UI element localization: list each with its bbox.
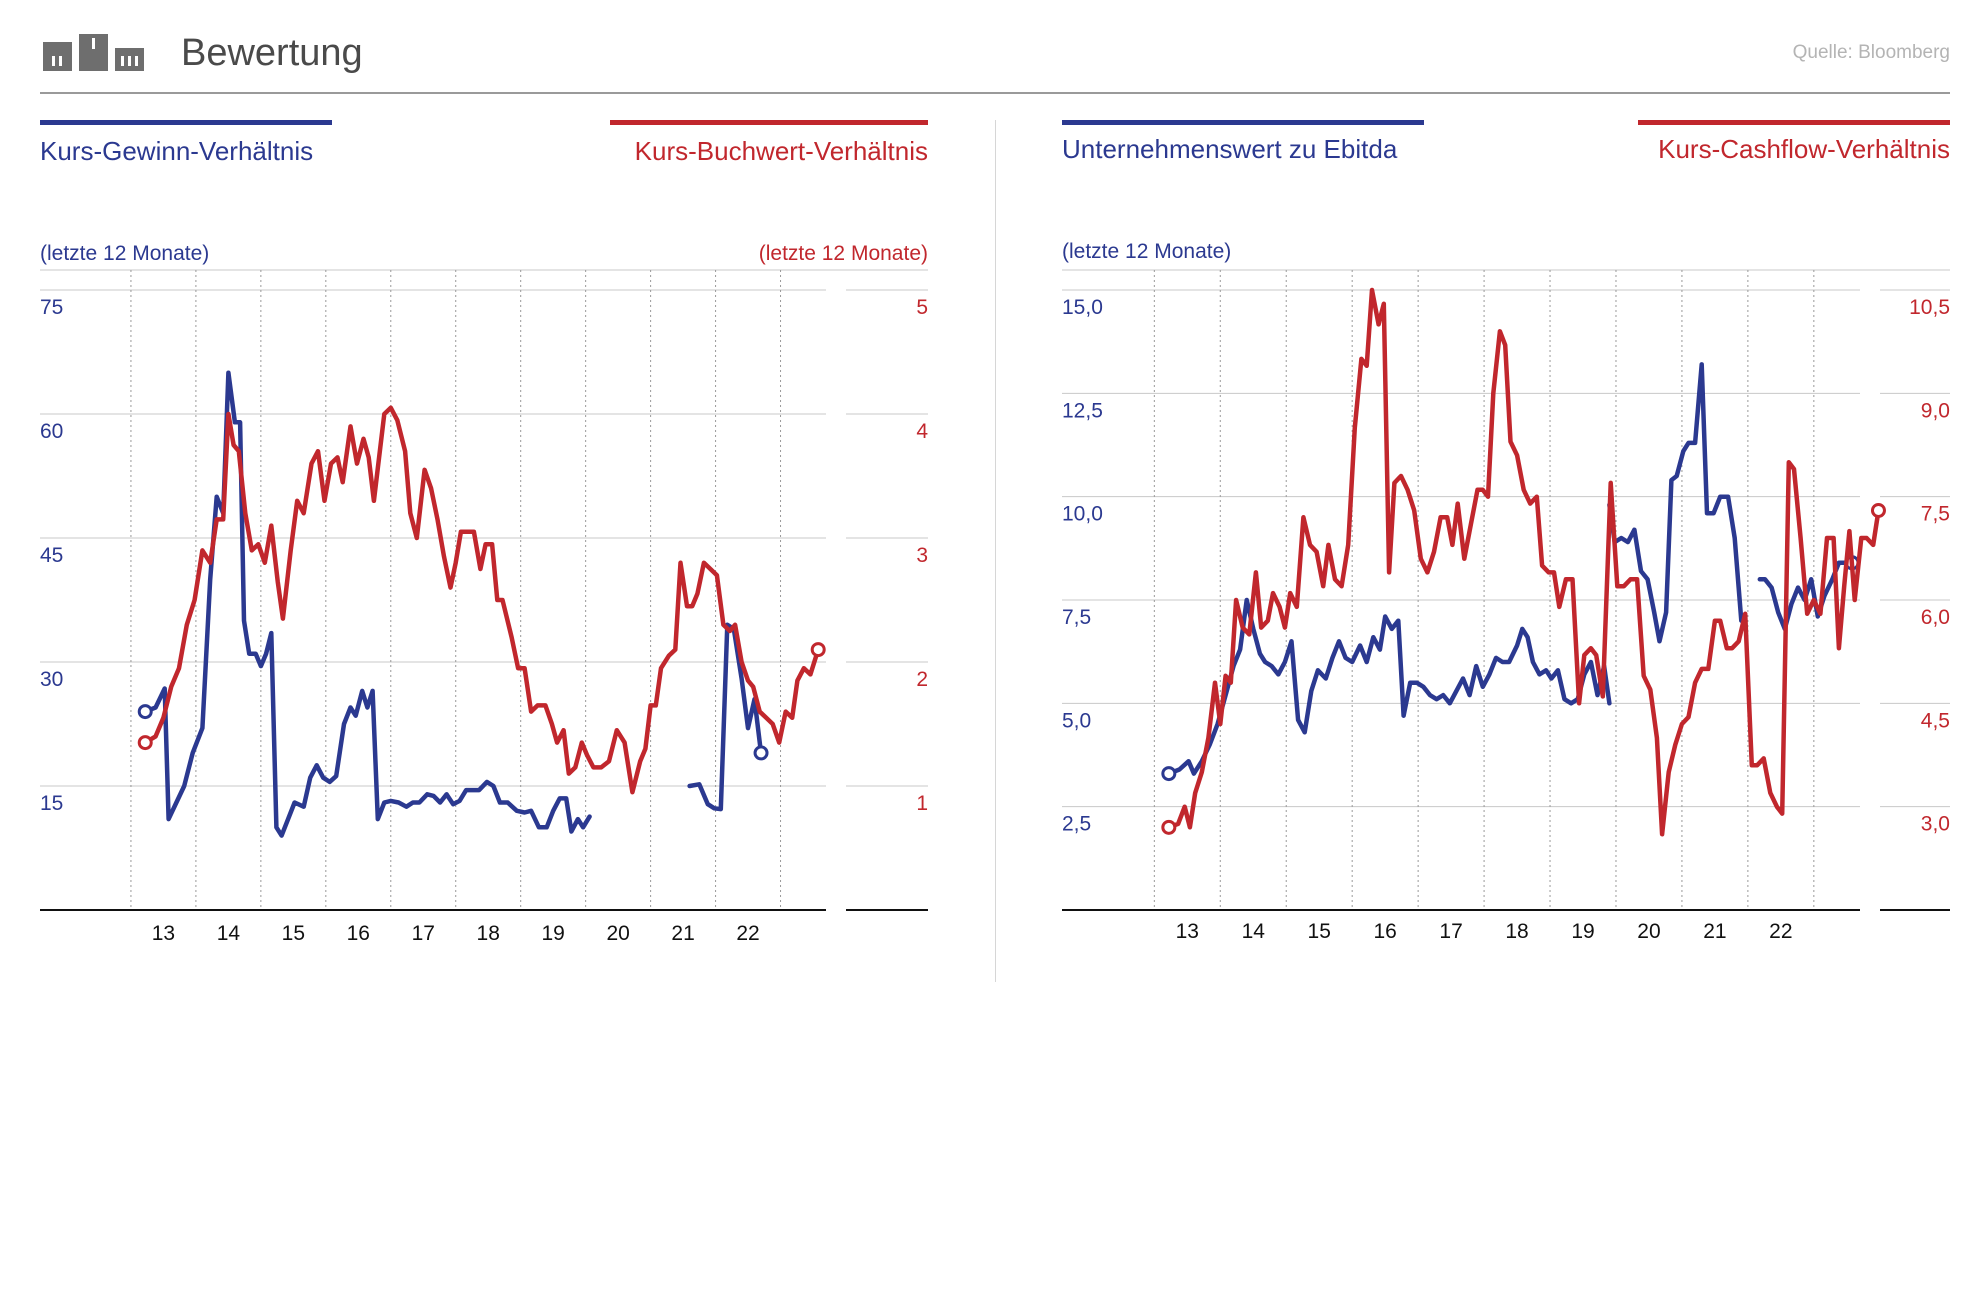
series-line	[1607, 362, 1744, 644]
series-end-marker	[1161, 766, 1177, 782]
y-right-tick-label: 6,0	[1921, 606, 1950, 629]
left-subtitle: (letzte 12 Monate)	[1062, 240, 1231, 263]
y-left-tick-label: 60	[40, 420, 63, 443]
y-left-tick-label: 10,0	[1062, 503, 1103, 526]
series-line	[1166, 287, 1881, 837]
x-tick-label: 22	[1769, 920, 1792, 943]
y-left-tick-label: 5,0	[1062, 709, 1091, 732]
y-right-tick-label: 2	[916, 668, 928, 691]
x-tick-label: 18	[1505, 920, 1528, 943]
series-line	[142, 405, 821, 795]
left-series-title: Kurs-Gewinn-Verhältnis	[40, 136, 313, 166]
series-end-marker	[1161, 819, 1177, 835]
x-tick-label: 13	[152, 922, 175, 945]
series-line	[1166, 597, 1612, 776]
right-title-bar	[610, 120, 928, 125]
y-left-tick-label: 15,0	[1062, 296, 1103, 319]
series-line	[687, 622, 764, 812]
y-left-tick-label: 15	[40, 792, 63, 815]
x-tick-label: 14	[217, 922, 241, 945]
y-left-tick-label: 7,5	[1062, 606, 1091, 629]
series-end-marker	[1870, 502, 1886, 518]
panel-divider	[995, 120, 996, 982]
y-right-tick-label: 4	[916, 420, 928, 443]
left-title-bar	[40, 120, 332, 125]
series-end-marker	[753, 745, 769, 761]
left-title-bar	[1062, 120, 1424, 125]
page-title: Bewertung	[181, 32, 363, 74]
x-tick-label: 21	[671, 922, 694, 945]
right-series-title: Kurs-Cashflow-Verhältnis	[1658, 134, 1950, 164]
x-tick-label: 17	[1439, 920, 1462, 943]
series-end-marker	[137, 704, 153, 720]
left-subtitle: (letzte 12 Monate)	[40, 242, 209, 265]
x-tick-label: 19	[1571, 920, 1594, 943]
x-tick-label: 14	[1242, 920, 1266, 943]
y-right-tick-label: 3,0	[1921, 813, 1950, 836]
x-tick-label: 20	[1637, 920, 1660, 943]
source-note: Quelle: Bloomberg	[1792, 42, 1950, 63]
y-left-tick-label: 30	[40, 668, 63, 691]
series-end-marker	[810, 642, 826, 658]
y-right-tick-label: 7,5	[1921, 503, 1950, 526]
y-left-tick-label: 75	[40, 296, 63, 319]
x-tick-label: 16	[347, 922, 370, 945]
right-title-bar	[1638, 120, 1950, 125]
y-right-tick-label: 10,5	[1909, 296, 1950, 319]
y-right-tick-label: 4,5	[1921, 709, 1950, 732]
logo-icon	[43, 34, 144, 71]
y-right-tick-label: 3	[916, 544, 928, 567]
y-right-tick-label: 5	[916, 296, 928, 319]
x-tick-label: 21	[1703, 920, 1726, 943]
x-tick-label: 15	[282, 922, 305, 945]
y-left-tick-label: 12,5	[1062, 399, 1103, 422]
x-tick-label: 13	[1176, 920, 1199, 943]
x-tick-label: 22	[736, 922, 759, 945]
series-end-marker	[137, 735, 153, 751]
x-tick-label: 20	[606, 922, 629, 945]
left-series-title: Unternehmenswert zu Ebitda	[1062, 134, 1398, 164]
x-tick-label: 15	[1308, 920, 1331, 943]
right-subtitle: (letzte 12 Monate)	[759, 242, 928, 265]
right-series-title: Kurs-Buchwert-Verhältnis	[635, 136, 928, 166]
chart-ev-ebitda-kcv: Unternehmenswert zu Ebitda Kurs-Cashflow-…	[1062, 120, 1950, 943]
x-tick-label: 19	[541, 922, 564, 945]
y-left-tick-label: 2,5	[1062, 813, 1091, 836]
y-left-tick-label: 45	[40, 544, 63, 567]
x-tick-label: 16	[1373, 920, 1396, 943]
chart-kgv-kbv: Kurs-Gewinn-Verhältnis Kurs-Buchwert-Verh…	[40, 120, 928, 945]
y-right-tick-label: 1	[916, 792, 928, 815]
header: Bewertung Quelle: Bloomberg	[40, 30, 1950, 94]
x-tick-label: 17	[412, 922, 435, 945]
y-right-tick-label: 9,0	[1921, 399, 1950, 422]
x-tick-label: 18	[477, 922, 500, 945]
series-line	[142, 370, 592, 838]
